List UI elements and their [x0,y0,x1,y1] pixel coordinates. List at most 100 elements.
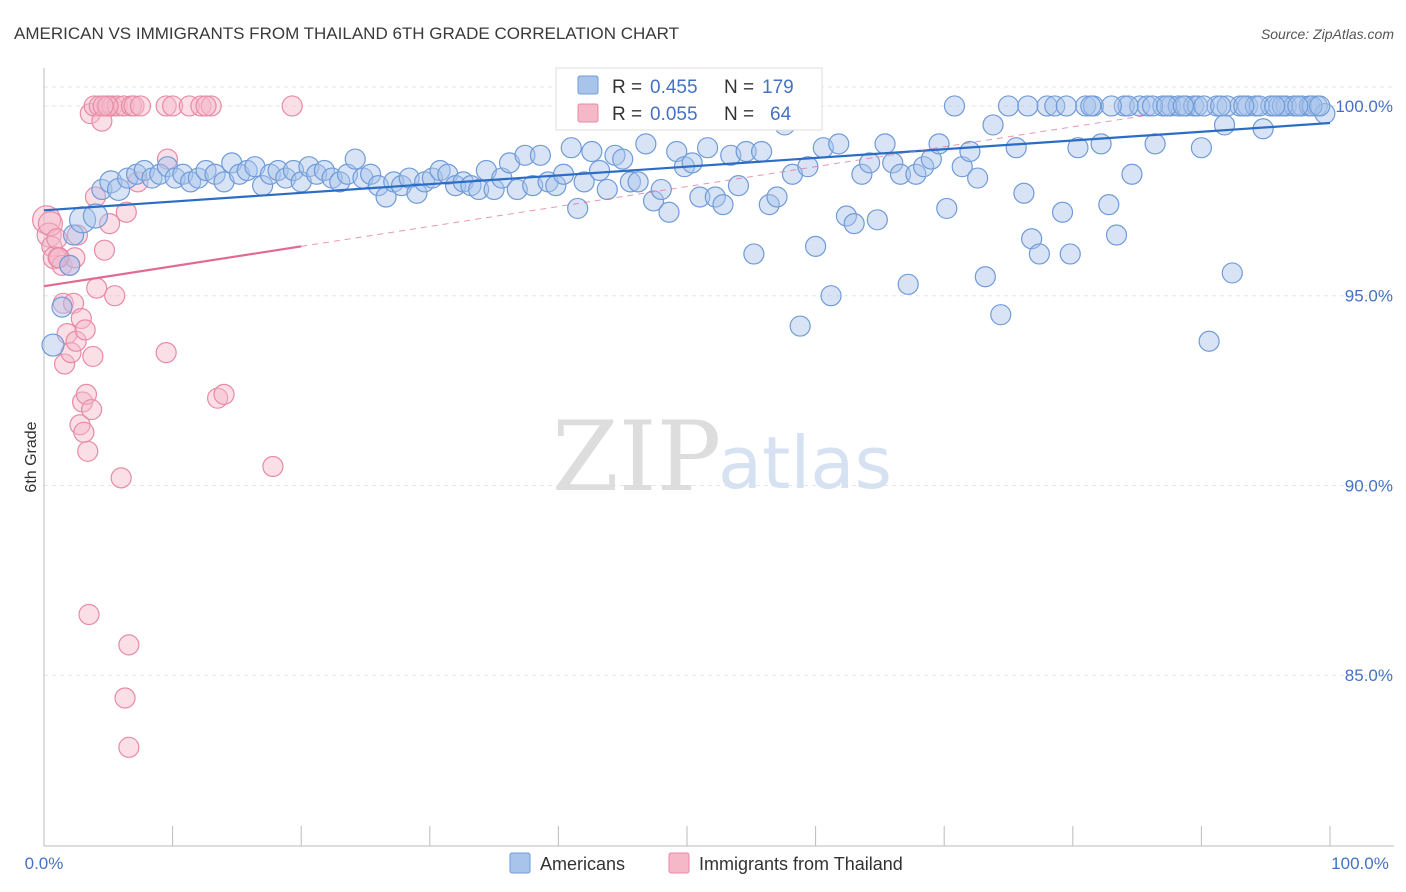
americans-point [959,140,981,163]
americans-point [1129,95,1151,117]
americans-point [627,171,649,193]
stats-n-label-1: N = [724,77,754,98]
americans-point [1309,95,1331,117]
americans-point [1190,137,1213,159]
americans-point [913,156,935,178]
americans-point [990,304,1012,326]
americans-point [712,194,734,216]
americans-point [62,224,85,246]
chart-source: Source: ZipAtlas.com [1261,26,1394,42]
americans-point [1271,95,1294,117]
americans-point [588,159,611,182]
thailand-point [118,736,140,758]
americans-point [1100,95,1122,117]
thailand-point [110,467,132,489]
americans-point [1198,330,1220,352]
thailand-point [207,387,229,409]
thailand-points [31,95,303,758]
americans-point [1028,243,1050,265]
americans-point [41,333,65,357]
thailand-point [82,345,104,368]
axes [43,68,1394,847]
thailand-point [281,95,303,117]
thailand-point [65,330,87,352]
x-tick-label-min: 0.0% [25,854,64,873]
americans-point [1044,95,1066,117]
stats-r-label-2: R = [612,104,642,125]
americans-point [156,156,179,178]
stats-r-label-1: R = [612,77,642,98]
americans-point [820,285,842,307]
thailand-point [92,95,114,117]
americans-point [1221,262,1243,284]
americans-point [1144,133,1166,155]
americans-point [59,254,81,276]
thailand-point [200,95,222,117]
americans-point [982,114,1004,136]
trend-lines [43,114,1331,288]
watermark: ZIP atlas [552,401,892,513]
americans-point [750,140,773,163]
americans-point [835,205,858,227]
legend-swatch-thailand [668,852,690,874]
thailand-point [70,307,92,330]
americans-point [1090,133,1112,155]
y-axis-label: 6th Grade [23,421,40,492]
thailand-point [53,353,76,375]
americans-point [658,201,680,223]
thailand-point [47,247,69,269]
americans-point [573,171,595,193]
americans-point [689,186,711,208]
americans-point [1059,243,1081,265]
stats-r-value-1: 0.455 [650,77,698,98]
y-tick-label: 85.0% [1345,666,1393,685]
americans-point [244,156,266,178]
thailand-point [104,285,126,307]
legend-label-americans: Americans [540,854,625,874]
thailand-point [162,95,184,117]
americans-point [329,171,351,193]
thailand-point [123,95,145,117]
americans-point [781,163,804,185]
americans-trend-line [43,121,1331,212]
thailand-point [118,634,140,656]
americans-point [936,197,958,220]
americans-point [1233,95,1255,117]
thailand-point [262,455,284,478]
thailand-point [213,383,235,405]
americans-point [567,197,589,220]
americans-point [581,140,603,163]
americans-point [1051,201,1074,223]
americans-point [360,163,382,185]
americans-point [758,194,780,216]
thailand-point [195,95,217,117]
americans-point [498,152,521,174]
americans-point [1067,137,1089,159]
stats-n-label-2: N = [724,104,754,125]
americans-point [851,163,873,185]
thailand-point [129,95,152,117]
watermark-zip: ZIP [552,401,721,513]
americans-point [1055,95,1077,117]
thailand-point [155,95,177,117]
americans-point [1005,137,1027,159]
americans-point [889,163,912,185]
americans-point [612,148,634,170]
americans-point [91,178,113,201]
y-tick-label: 90.0% [1345,476,1393,495]
americans-point [221,152,243,174]
thailand-point [37,211,64,237]
americans-point [1080,95,1102,117]
americans-point [82,203,109,229]
legend-label-thailand: Immigrants from Thailand [699,854,903,874]
thailand-point [155,342,177,364]
stats-swatch-americans [577,75,599,95]
americans-point [1121,163,1143,185]
americans-point [106,177,131,202]
legend-swatch-americans [509,852,531,874]
americans-point [596,178,618,201]
thailand-point [86,277,108,299]
americans-point [897,273,919,295]
legend: Americans Immigrants from Thailand [509,852,903,874]
americans-point [1156,95,1178,117]
